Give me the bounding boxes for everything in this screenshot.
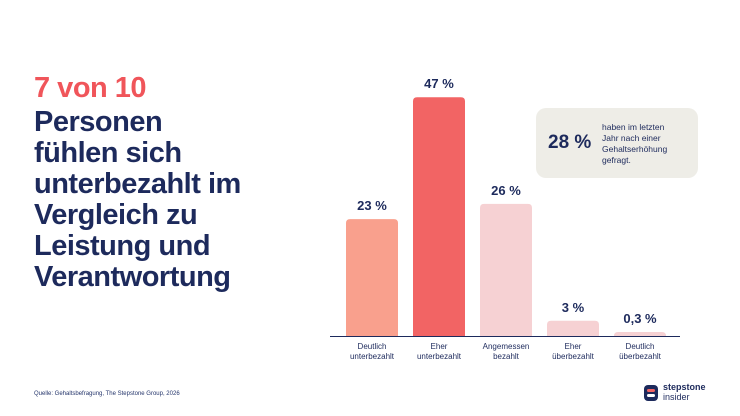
logo-wordmark: stepstone: [663, 382, 706, 392]
logo-subword: insider: [663, 392, 690, 402]
headline-main: Personen fühlen sich unterbezahlt im Ver…: [34, 107, 304, 293]
callout-box: 28 % haben im letzten Jahr nach einer Ge…: [536, 108, 698, 178]
bar: [346, 219, 398, 336]
brand-logo: stepstone insider: [643, 382, 723, 404]
data-label: 26 %: [491, 183, 521, 198]
bar: [547, 320, 599, 336]
category-label: Deutlich: [358, 342, 387, 351]
headline-accent: 7 von 10: [34, 72, 147, 104]
category-label: bezahlt: [493, 352, 520, 361]
callout-text-line: haben im letzten: [602, 122, 665, 132]
category-label: Eher: [431, 342, 448, 351]
headline-line: Personen: [34, 106, 163, 138]
category-label: Deutlich: [626, 342, 655, 351]
source-note: Quelle: Gehaltsbefragung, The Stepstone …: [34, 391, 180, 397]
stepstone-logo-icon: [644, 385, 658, 401]
category-label: unterbezahlt: [350, 352, 395, 361]
data-label: 0,3 %: [623, 311, 657, 326]
headline-line: unterbezahlt im: [34, 168, 241, 200]
headline: 7 von 10 Personen fühlen sich unterbezah…: [34, 72, 304, 293]
category-label: Eher: [565, 342, 582, 351]
callout-text-line: Jahr nach einer: [602, 133, 661, 143]
data-label: 47 %: [424, 76, 454, 91]
category-label: überbezahlt: [552, 352, 595, 361]
data-label: 3 %: [562, 300, 585, 315]
headline-line: Leistung und: [34, 230, 211, 262]
category-label: Angemessen: [483, 342, 530, 351]
data-label: 23 %: [357, 198, 387, 213]
category-label: unterbezahlt: [417, 352, 462, 361]
category-label: überbezahlt: [619, 352, 662, 361]
headline-line: Verantwortung: [34, 261, 231, 293]
callout-value: 28 %: [548, 132, 592, 153]
headline-line: Vergleich zu: [34, 199, 198, 231]
callout-text-line: Gehaltserhöhung: [602, 144, 668, 154]
bar: [614, 332, 666, 336]
bar: [413, 97, 465, 337]
callout-text-line: gefragt.: [602, 155, 631, 165]
headline-line: fühlen sich: [34, 137, 182, 169]
bar: [480, 203, 532, 336]
callout-text: haben im letzten Jahr nach einer Gehalts…: [602, 122, 694, 166]
